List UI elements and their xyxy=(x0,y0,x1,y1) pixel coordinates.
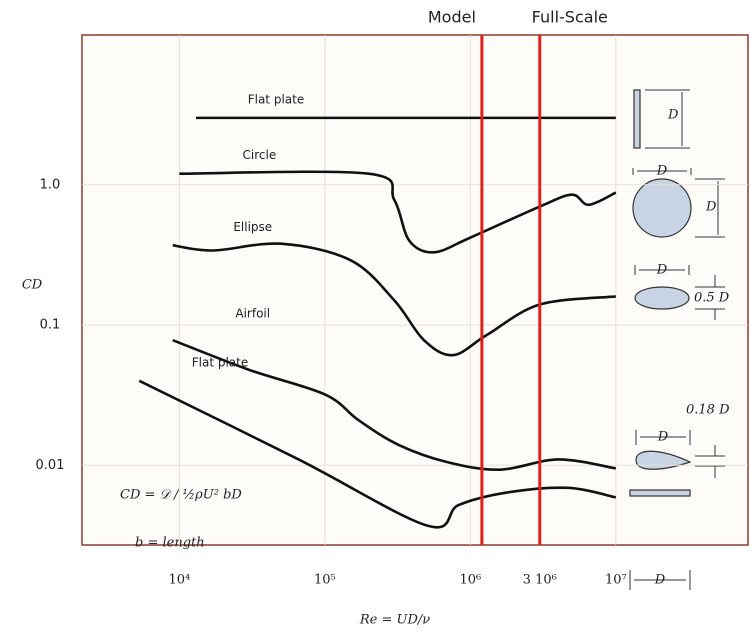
shape-label: D xyxy=(705,200,717,215)
curve-label: Flat plate xyxy=(248,92,305,106)
reference-label: Full-Scale xyxy=(532,8,608,27)
reference-label: Model xyxy=(428,8,476,27)
y-axis-label: CD xyxy=(22,278,43,293)
y-tick-label: 1.0 xyxy=(40,177,61,192)
curve-label: Circle xyxy=(243,148,277,162)
shape-label: D xyxy=(667,108,679,123)
shape-label: D xyxy=(656,263,668,278)
flat-plate-icon xyxy=(630,490,690,496)
shape-label: D xyxy=(657,430,669,445)
x-tick-label: 10⁶ xyxy=(459,573,481,588)
chart: CD Re = UD/ν CD = 𝒟 / ½ρU² bD b = length… xyxy=(0,0,750,639)
curve-label: Flat plate xyxy=(192,355,249,369)
y-tick-label: 0.1 xyxy=(40,318,61,333)
x-axis-label: Re = UD/ν xyxy=(359,613,430,628)
shape-label: 0.18 D xyxy=(686,403,730,418)
y-tick-label: 0.01 xyxy=(36,458,65,473)
shape-label: 0.5 D xyxy=(694,291,730,306)
x-tick-label: 10⁵ xyxy=(314,573,336,588)
circle-icon xyxy=(633,179,691,237)
curve-label: Ellipse xyxy=(233,220,272,234)
x-tick-label: 3 10⁶ xyxy=(523,573,557,588)
curve-label: Airfoil xyxy=(235,307,270,321)
formula-note: b = length xyxy=(135,536,205,551)
shape-label: D xyxy=(654,573,666,588)
ellipse-icon xyxy=(635,287,689,309)
x-tick-label: 10⁷ xyxy=(605,573,627,588)
shape-label: D xyxy=(656,164,668,179)
formula: CD = 𝒟 / ½ρU² bD xyxy=(120,488,242,503)
x-tick-label: 10⁴ xyxy=(169,573,191,588)
page: CD Re = UD/ν CD = 𝒟 / ½ρU² bD b = length… xyxy=(0,0,750,639)
flat-plate-icon xyxy=(634,90,640,148)
